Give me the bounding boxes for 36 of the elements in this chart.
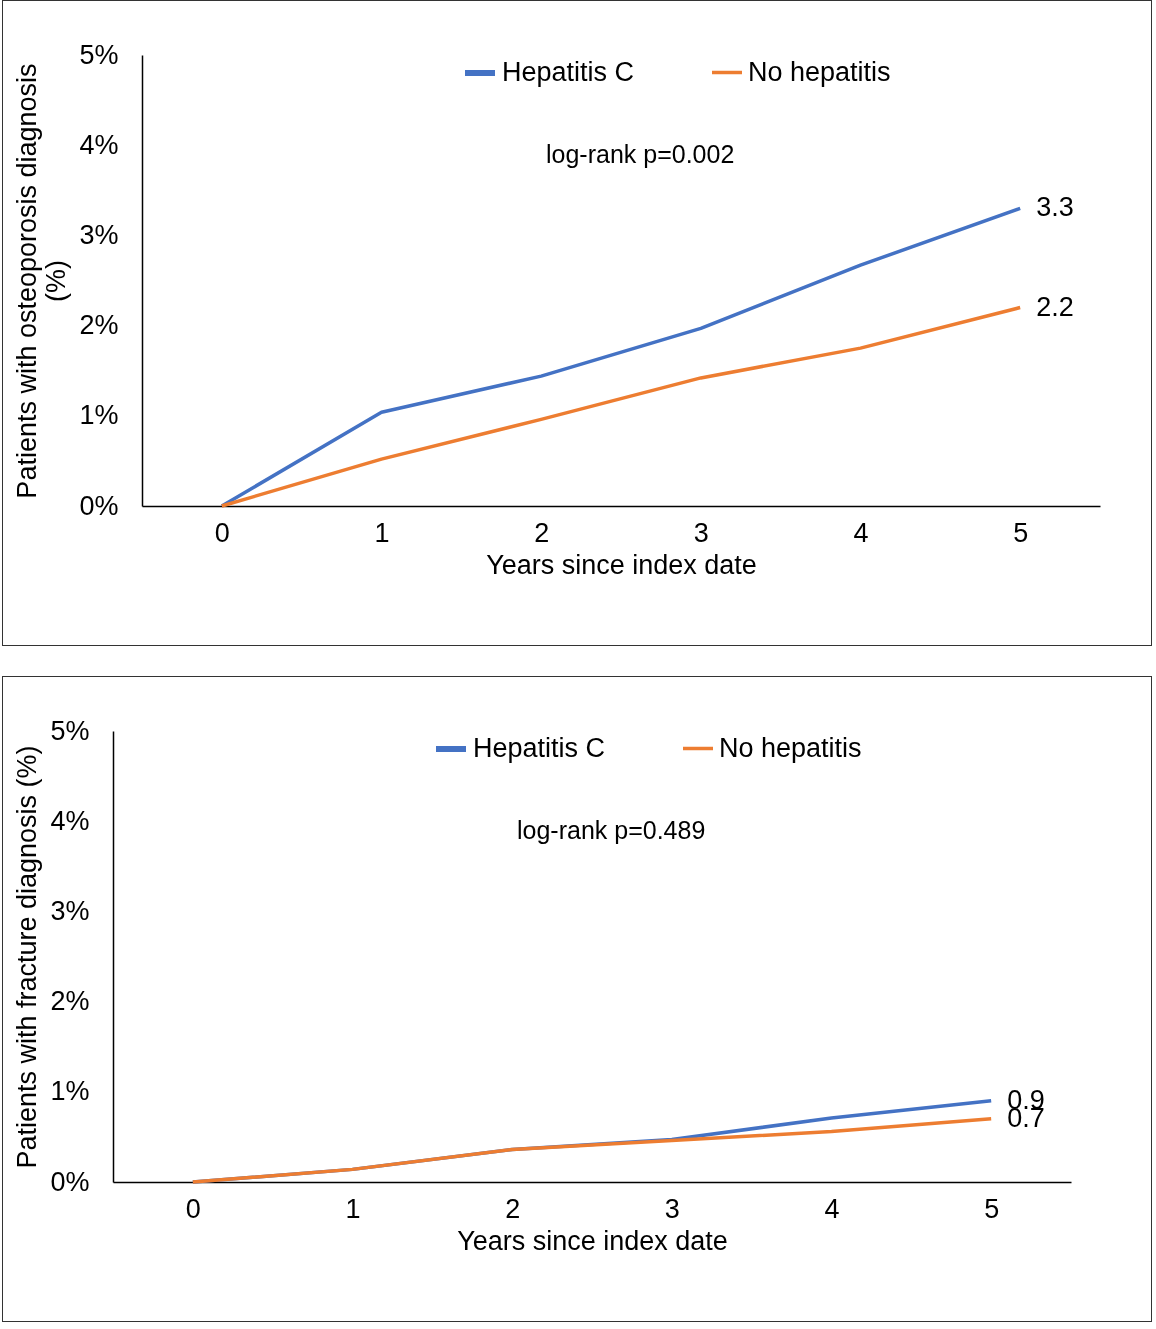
x-tick-label: 5: [1013, 517, 1029, 548]
annotation: log-rank p=0.489: [516, 816, 706, 844]
x-tick-label: 2: [534, 517, 550, 548]
x-tick-label: 0: [214, 517, 230, 548]
y-tick-label: 5%: [79, 39, 119, 70]
y-tick-label: 5%: [50, 715, 90, 746]
y-axis-title: Patients with osteoporosis diagnosis (%): [12, 63, 72, 499]
x-tick-label: 1: [345, 1193, 361, 1224]
x-tick-label: 2: [505, 1193, 521, 1224]
y-tick-label: 1%: [50, 1076, 90, 1107]
y-tick-label: 3%: [50, 895, 90, 926]
y-tick-label: 2%: [79, 310, 119, 341]
x-axis-title: Years since index date: [457, 1225, 728, 1256]
legend-label: No hepatitis: [748, 56, 891, 87]
legend-label: No hepatitis: [719, 732, 862, 763]
annotation: log-rank p=0.002: [545, 140, 735, 168]
data-label: 3.3: [1036, 192, 1074, 223]
legend-label: Hepatitis C: [473, 733, 606, 763]
x-axis-title: Years since index date: [486, 549, 757, 580]
data-label: 2.2: [1036, 291, 1074, 322]
y-tick-label: 0%: [50, 1166, 90, 1197]
x-tick-label: 3: [664, 1193, 680, 1224]
y-tick-label: 4%: [50, 805, 90, 836]
legend-label: Hepatitis C: [502, 57, 635, 87]
x-tick-label: 1: [374, 517, 390, 548]
y-tick-label: 2%: [50, 986, 90, 1017]
x-tick-label: 5: [984, 1193, 1000, 1224]
y-axis-title: Patients with fracture diagnosis (%): [12, 745, 43, 1169]
x-tick-label: 4: [824, 1193, 840, 1224]
y-tick-label: 0%: [79, 490, 119, 521]
y-tick-label: 4%: [79, 129, 119, 160]
x-tick-label: 3: [693, 517, 709, 548]
x-tick-label: 4: [853, 517, 869, 548]
y-tick-label: 1%: [79, 400, 119, 431]
y-tick-label: 3%: [79, 219, 119, 250]
x-tick-label: 0: [185, 1193, 201, 1224]
